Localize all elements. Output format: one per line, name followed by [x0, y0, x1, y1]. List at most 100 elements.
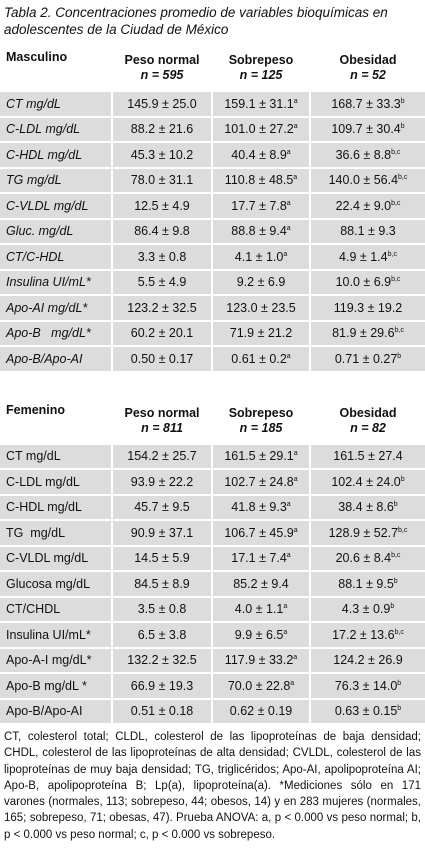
- data-row: Apo-B/Apo-AI 0.51 ± 0.18 0.62 ± 0.19 0.63 ±…: [0, 698, 425, 725]
- data-row: C-VLDL mg/dL 14.5 ± 5.9 17.1 ± 7.4a 20.6 ± …: [0, 545, 425, 572]
- cell-superscript: a: [286, 199, 291, 207]
- cell-value: 9.9 ± 6.5: [234, 627, 284, 642]
- cell: 40.4 ± 8.9a: [211, 142, 310, 169]
- cell: 3.5 ± 0.8: [111, 596, 212, 623]
- cell-superscript: b: [400, 123, 405, 131]
- cell: 81.9 ± 29.6b,c: [309, 320, 425, 347]
- cell-value: 41.8 ± 9.3: [231, 500, 287, 515]
- cell-superscript: b: [397, 679, 402, 687]
- data-row: C-HDL mg/dL 45.3 ± 10.2 40.4 ± 8.9a 36.6 ± …: [0, 142, 425, 169]
- row-label: Apo-AI mg/dL*: [0, 295, 112, 322]
- cell: 66.9 ± 19.3: [111, 673, 212, 700]
- row-label: CT mg/dL: [0, 91, 112, 118]
- row-label: C-HDL mg/dL: [0, 494, 112, 521]
- cell-superscript: b,c: [398, 526, 408, 534]
- cell-value: 3.3 ± 0.8: [137, 249, 187, 264]
- cell: 161.5 ± 29.1a: [211, 443, 310, 470]
- data-row: CT/CHDL 3.5 ± 0.8 4.0 ± 1.1a 4.3 ± 0.9b: [0, 596, 425, 623]
- cell-value: 20.6 ± 8.4: [335, 551, 392, 566]
- cell-value: 4.3 ± 0.9: [341, 602, 391, 617]
- cell-value: 0.50 ± 0.17: [130, 351, 194, 366]
- cell-value: 86.4 ± 9.8: [134, 224, 190, 239]
- row-label: CT/CHDL: [0, 596, 112, 623]
- row-label: CT/C-HDL: [0, 244, 112, 271]
- cell: 88.8 ± 9.4a: [211, 218, 310, 245]
- cell: 132.2 ± 32.5: [111, 647, 212, 674]
- cell-value: 93.9 ± 22.2: [130, 474, 194, 489]
- cell-superscript: a: [286, 225, 291, 233]
- cell: 71.9 ± 21.2: [211, 320, 310, 347]
- data-row: Gluc. mg/dL 86.4 ± 9.8 88.8 ± 9.4a 88.1 ± 9…: [0, 218, 425, 245]
- column-header: Peso normal n = 595: [111, 46, 212, 92]
- row-label: Glucosa mg/dL: [0, 571, 112, 598]
- column-name: Sobrepeso: [228, 53, 294, 67]
- cell-value: 88.2 ± 21.6: [130, 122, 194, 137]
- table-female: Femenino Peso normal n = 811 Sobrepeso n = 1…: [0, 398, 425, 726]
- column-header: Sobrepeso n = 185: [211, 398, 310, 445]
- data-row: CT/C-HDL 3.3 ± 0.8 4.1 ± 1.0a 4.9 ± 1.4b,c: [0, 244, 425, 271]
- cell-value: 81.9 ± 29.6: [332, 326, 395, 341]
- cell: 70.0 ± 22.8a: [211, 673, 310, 700]
- cell-superscript: a: [293, 97, 298, 105]
- cell: 14.5 ± 5.9: [111, 545, 212, 572]
- column-header: Peso normal n = 811: [111, 398, 212, 445]
- cell: 4.3 ± 0.9b: [309, 596, 425, 623]
- column-name: Peso normal: [124, 53, 200, 67]
- column-name: Obesidad: [339, 53, 397, 67]
- cell-value: 4.9 ± 1.4: [339, 249, 388, 264]
- data-row: C-HDL mg/dL 45.7 ± 9.5 41.8 ± 9.3a 38.4 ± 8…: [0, 494, 425, 521]
- cell: 110.8 ± 48.5a: [211, 167, 310, 194]
- cell-value: 17.2 ± 13.6: [332, 627, 395, 642]
- cell: 106.7 ± 45.9a: [211, 520, 310, 547]
- cell: 84.5 ± 8.9: [111, 571, 212, 598]
- cell: 119.3 ± 19.2: [309, 295, 425, 322]
- cell-value: 161.5 ± 27.4: [333, 449, 403, 464]
- cell-value: 0.51 ± 0.18: [130, 704, 194, 719]
- cell-value: 4.1 ± 1.0: [234, 249, 284, 264]
- cell: 0.51 ± 0.18: [111, 698, 212, 725]
- cell-value: 4.0 ± 1.1: [234, 602, 284, 617]
- cell: 0.63 ± 0.15b: [309, 698, 425, 725]
- cell: 101.0 ± 27.2a: [211, 116, 310, 143]
- cell: 5.5 ± 4.9: [111, 269, 212, 296]
- column-name: Obesidad: [339, 405, 397, 420]
- cell: 4.0 ± 1.1a: [211, 596, 310, 623]
- cell: 159.1 ± 31.1a: [211, 91, 310, 118]
- cell-superscript: b,c: [391, 199, 401, 207]
- column-n: n = 595: [140, 68, 184, 82]
- cell-superscript: a: [286, 501, 291, 509]
- cell-value: 145.9 ± 25.0: [127, 96, 197, 111]
- cell-superscript: a: [283, 250, 288, 258]
- cell-value: 85.2 ± 9.4: [233, 576, 289, 591]
- cell: 17.1 ± 7.4a: [211, 545, 310, 572]
- cell: 3.3 ± 0.8: [111, 244, 212, 271]
- cell-value: 128.9 ± 52.7: [328, 525, 399, 540]
- cell: 6.5 ± 3.8: [111, 622, 212, 649]
- cell: 36.6 ± 8.8b,c: [309, 142, 425, 169]
- cell-value: 110.8 ± 48.5: [224, 173, 294, 188]
- cell-value: 78.0 ± 31.1: [130, 173, 194, 188]
- cell-value: 106.7 ± 45.9: [224, 525, 294, 540]
- cell: 140.0 ± 56.4b,c: [309, 167, 425, 194]
- cell-superscript: a: [286, 552, 291, 560]
- row-label: TG mg/dL: [0, 520, 112, 547]
- cell-superscript: a: [283, 628, 288, 636]
- cell-superscript: a: [293, 526, 298, 534]
- row-label: C-VLDL mg/dL: [0, 545, 112, 572]
- cell-value: 76.3 ± 14.0: [334, 678, 398, 693]
- cell-value: 0.62 ± 0.19: [229, 704, 293, 719]
- row-label: Insulina UI/mL*: [0, 622, 112, 649]
- cell-value: 0.63 ± 0.15: [334, 704, 398, 719]
- row-label: Apo-B mg/dL *: [0, 673, 112, 700]
- cell-superscript: b,c: [394, 628, 404, 636]
- cell: 0.71 ± 0.27b: [309, 346, 425, 373]
- group-label: Masculino: [0, 46, 112, 92]
- cell-value: 5.5 ± 4.9: [137, 275, 187, 290]
- cell: 102.7 ± 24.8a: [211, 469, 310, 496]
- cell-superscript: a: [293, 450, 298, 458]
- cell-value: 90.9 ± 37.1: [130, 525, 194, 540]
- cell-superscript: a: [293, 475, 298, 483]
- cell-value: 117.9 ± 33.2: [224, 653, 294, 668]
- cell: 123.2 ± 32.5: [111, 295, 212, 322]
